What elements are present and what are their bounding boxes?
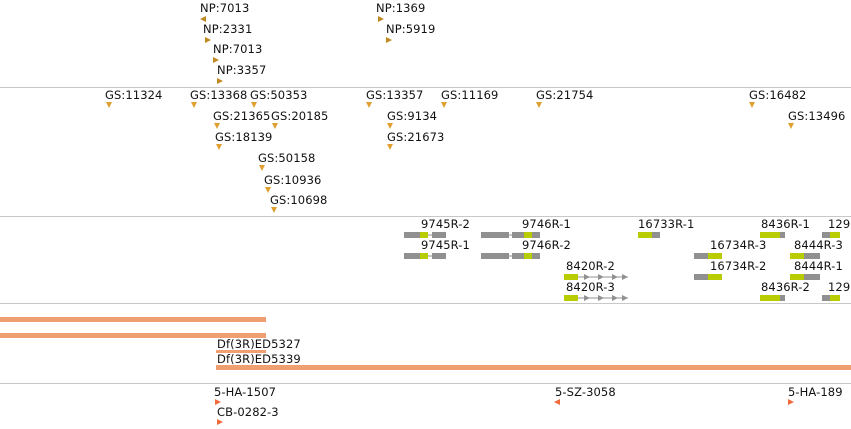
gs-feature-label: GS:50158 bbox=[258, 151, 316, 165]
gene-model-8436R-1[interactable] bbox=[760, 232, 785, 238]
transcript-label[interactable]: 129 bbox=[828, 217, 851, 231]
insertion-track: 5-HA-1507 CB-0282-3 5-SZ-3058 5-HA-189 bbox=[0, 384, 851, 429]
transcript-label[interactable]: 9746R-2 bbox=[522, 238, 571, 252]
transcript-label[interactable]: 8420R-3 bbox=[566, 280, 615, 294]
transcript-label[interactable]: 9745R-2 bbox=[421, 217, 470, 231]
gene-model-16733R-1[interactable] bbox=[638, 232, 660, 238]
np-right-arrow-icon bbox=[386, 37, 392, 43]
gene-model-9746R-1[interactable] bbox=[481, 232, 540, 238]
gs-marker-icon bbox=[251, 102, 257, 108]
insertion-left-arrow-icon bbox=[554, 399, 560, 405]
gene-model-8444R-3[interactable] bbox=[790, 253, 820, 259]
gene-model-8444R-1[interactable] bbox=[790, 274, 820, 280]
np-right-arrow-icon bbox=[213, 57, 219, 63]
insertion-right-arrow-icon bbox=[217, 419, 223, 425]
gene-model-16734R-2[interactable] bbox=[694, 274, 722, 280]
gs-feature-label: GS:21365 bbox=[213, 109, 271, 123]
np-feature-label: NP:7013 bbox=[200, 1, 250, 15]
gs-marker-icon bbox=[265, 187, 271, 193]
insertion-right-arrow-icon bbox=[215, 399, 221, 405]
transcript-label[interactable]: 8436R-1 bbox=[761, 217, 810, 231]
gs-marker-icon bbox=[271, 207, 277, 213]
gs-marker-icon bbox=[259, 165, 265, 171]
gs-feature-label: GS:21754 bbox=[536, 88, 594, 102]
np-right-arrow-icon bbox=[217, 78, 223, 84]
gs-feature-label: GS:13496 bbox=[788, 109, 846, 123]
transcript-label[interactable]: 9746R-1 bbox=[522, 217, 571, 231]
gene-model-16734R-3[interactable] bbox=[694, 253, 722, 259]
gs-marker-icon bbox=[216, 144, 222, 150]
gs-marker-icon bbox=[272, 123, 278, 129]
deficiency-bar[interactable] bbox=[216, 350, 266, 353]
transcript-label[interactable]: 9745R-1 bbox=[421, 238, 470, 252]
gs-feature-label: GS:21673 bbox=[387, 130, 445, 144]
transcript-label[interactable]: 16733R-1 bbox=[638, 217, 695, 231]
track-divider bbox=[0, 87, 851, 88]
deficiency-bar[interactable] bbox=[216, 365, 851, 370]
transcript-label[interactable]: 8444R-3 bbox=[794, 238, 843, 252]
transcript-label[interactable]: 129 bbox=[828, 280, 851, 294]
insertion-label: 5-HA-1507 bbox=[214, 385, 277, 399]
np-feature-label: NP:2331 bbox=[203, 22, 253, 36]
gs-feature-label: GS:13368 bbox=[190, 88, 248, 102]
transcript-label[interactable]: 8444R-1 bbox=[794, 259, 843, 273]
track-divider bbox=[0, 303, 851, 304]
gene-model-9746R-2[interactable] bbox=[481, 253, 540, 259]
deficiency-label[interactable]: Df(3R)ED5339 bbox=[217, 352, 301, 366]
gene-model-8420R-2[interactable] bbox=[564, 274, 628, 280]
insertion-label: 5-HA-189 bbox=[788, 385, 843, 399]
gene-model-9745R-1[interactable] bbox=[404, 253, 446, 259]
deficiency-bar[interactable] bbox=[0, 317, 266, 322]
gs-feature-label: GS:11324 bbox=[105, 88, 163, 102]
transcript-label[interactable]: 8436R-2 bbox=[761, 280, 810, 294]
track-divider bbox=[0, 216, 851, 217]
gs-feature-label: GS:18139 bbox=[215, 130, 273, 144]
gs-marker-icon bbox=[441, 102, 447, 108]
np-right-arrow-icon bbox=[205, 37, 211, 43]
np-feature-label: NP:1369 bbox=[376, 1, 426, 15]
gs-marker-icon bbox=[749, 102, 755, 108]
insertion-right-arrow-icon bbox=[788, 399, 794, 405]
deficiency-track: Df(3R)ED5327 Df(3R)ED5339 bbox=[0, 304, 851, 383]
gs-feature-label: GS:10698 bbox=[270, 193, 328, 207]
gene-model-129[interactable] bbox=[822, 295, 840, 301]
gs-marker-icon bbox=[387, 144, 393, 150]
gs-feature-label: GS:16482 bbox=[749, 88, 807, 102]
np-feature-label: NP:7013 bbox=[213, 42, 263, 56]
gs-marker-icon bbox=[214, 123, 220, 129]
gs-marker-icon bbox=[366, 102, 372, 108]
transcript-glyphs bbox=[404, 232, 840, 301]
gs-marker-icon bbox=[191, 102, 197, 108]
deficiency-label[interactable]: Df(3R)ED5327 bbox=[217, 337, 301, 351]
gene-model-8436R-2[interactable] bbox=[760, 295, 785, 301]
gs-feature-label: GS:11169 bbox=[441, 88, 499, 102]
gene-model-9745R-2[interactable] bbox=[404, 232, 446, 238]
transcript-track: 9745R-2 9746R-1 16733R-1 8436R-1 129 974… bbox=[0, 217, 851, 303]
gene-model-8420R-3[interactable] bbox=[564, 295, 628, 301]
gs-feature-label: GS:50353 bbox=[250, 88, 308, 102]
transcript-label[interactable]: 8420R-2 bbox=[566, 259, 615, 273]
gene-model-129[interactable] bbox=[822, 232, 840, 238]
gs-track: GS:11324 GS:13368 GS:50353 GS:13357 GS:1… bbox=[0, 88, 851, 216]
track-divider bbox=[0, 383, 851, 384]
insertion-label: 5-SZ-3058 bbox=[555, 385, 616, 399]
insertion-label: CB-0282-3 bbox=[217, 405, 279, 419]
transcript-label[interactable]: 16734R-2 bbox=[710, 259, 767, 273]
gs-feature-label: GS:9134 bbox=[387, 109, 438, 123]
deficiency-bar[interactable] bbox=[0, 333, 266, 338]
gs-feature-label: GS:10936 bbox=[264, 173, 322, 187]
gs-feature-label: GS:13357 bbox=[366, 88, 424, 102]
gs-marker-icon bbox=[536, 102, 542, 108]
transcript-label[interactable]: 16734R-3 bbox=[710, 238, 767, 252]
np-track: NP:7013 NP:2331 NP:7013 NP:3357 NP:1369 … bbox=[0, 0, 851, 87]
np-feature-label: NP:3357 bbox=[217, 63, 267, 77]
gs-marker-icon bbox=[788, 123, 794, 129]
np-right-arrow-icon bbox=[378, 16, 384, 22]
np-feature-label: NP:5919 bbox=[386, 22, 436, 36]
gs-marker-icon bbox=[106, 102, 112, 108]
np-left-arrow-icon bbox=[200, 16, 206, 22]
gs-feature-label: GS:20185 bbox=[271, 109, 329, 123]
gs-marker-icon bbox=[387, 123, 393, 129]
